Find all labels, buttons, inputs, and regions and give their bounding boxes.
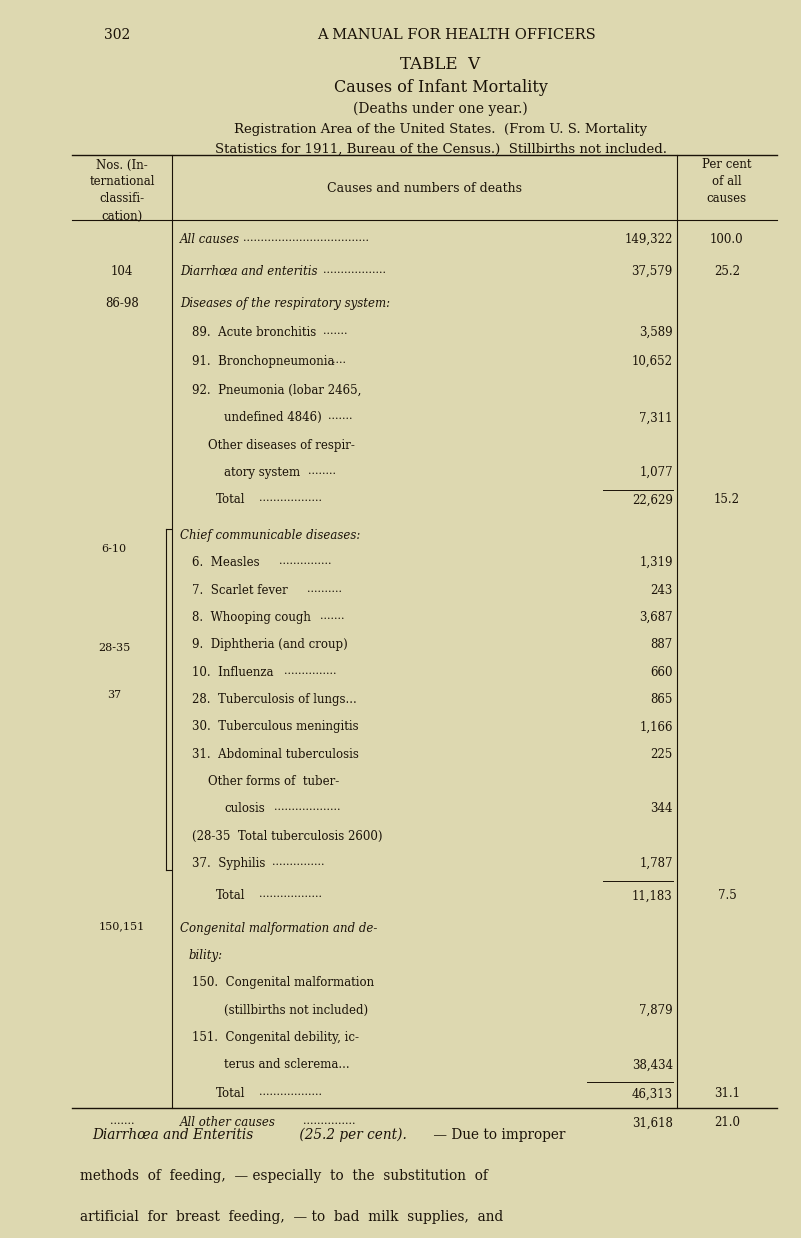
Text: 28.  Tuberculosis of lungs...: 28. Tuberculosis of lungs... <box>192 693 357 706</box>
Text: 91.  Bronchopneumonia: 91. Bronchopneumonia <box>192 355 335 368</box>
Text: .......: ....... <box>328 411 353 421</box>
Text: 104: 104 <box>111 265 133 279</box>
Text: 1,077: 1,077 <box>639 467 673 479</box>
Text: 37,579: 37,579 <box>632 265 673 279</box>
Text: 1,166: 1,166 <box>639 721 673 733</box>
Text: 302: 302 <box>104 28 131 42</box>
Text: (stillbirths not included): (stillbirths not included) <box>224 1004 368 1016</box>
Text: A MANUAL FOR HEALTH OFFICERS: A MANUAL FOR HEALTH OFFICERS <box>317 28 596 42</box>
Text: All other causes: All other causes <box>180 1117 276 1129</box>
Text: ..................: .................. <box>259 1087 322 1097</box>
Text: 89.  Acute bronchitis: 89. Acute bronchitis <box>192 326 316 339</box>
Text: 150,151: 150,151 <box>99 921 145 931</box>
Text: 3,687: 3,687 <box>639 612 673 624</box>
Text: 6-10: 6-10 <box>102 543 127 553</box>
Text: 6.  Measles: 6. Measles <box>192 556 260 569</box>
Text: terus and sclerema...: terus and sclerema... <box>224 1058 350 1071</box>
Text: ...............: ............... <box>284 666 337 676</box>
Text: ...............: ............... <box>272 857 325 867</box>
Text: 7,879: 7,879 <box>639 1004 673 1016</box>
Text: 38,434: 38,434 <box>632 1058 673 1071</box>
Text: 887: 887 <box>650 639 673 651</box>
Text: — Due to improper: — Due to improper <box>429 1128 565 1141</box>
Text: 100.0: 100.0 <box>710 233 743 246</box>
Text: Chief communicable diseases:: Chief communicable diseases: <box>180 529 360 542</box>
Text: methods  of  feeding,  — especially  to  the  substitution  of: methods of feeding, — especially to the … <box>80 1169 488 1182</box>
Text: 37.  Syphilis: 37. Syphilis <box>192 857 266 870</box>
Text: 243: 243 <box>650 583 673 597</box>
Text: Diseases of the respiratory system:: Diseases of the respiratory system: <box>180 297 390 311</box>
Text: Nos. (In-
ternational
classifi-
cation): Nos. (In- ternational classifi- cation) <box>90 158 155 223</box>
Text: 7.  Scarlet fever: 7. Scarlet fever <box>192 583 288 597</box>
Text: 225: 225 <box>650 748 673 761</box>
Text: 151.  Congenital debility, ic-: 151. Congenital debility, ic- <box>192 1031 359 1044</box>
Text: 46,313: 46,313 <box>632 1087 673 1101</box>
Text: ........: ........ <box>308 467 336 477</box>
Text: 660: 660 <box>650 666 673 678</box>
Text: culosis: culosis <box>224 802 265 816</box>
Text: Causes of Infant Mortality: Causes of Infant Mortality <box>333 79 548 97</box>
Text: ..................: .................. <box>323 265 386 275</box>
Text: ...............: ............... <box>303 1117 356 1127</box>
Text: 150.  Congenital malformation: 150. Congenital malformation <box>192 977 374 989</box>
Text: Total: Total <box>216 494 246 506</box>
Text: (Deaths under one year.): (Deaths under one year.) <box>353 102 528 116</box>
Text: 31.1: 31.1 <box>714 1087 740 1101</box>
Text: 37: 37 <box>107 690 121 699</box>
Text: 31,618: 31,618 <box>632 1117 673 1129</box>
Text: ....: .... <box>332 355 346 365</box>
Text: Other forms of  tuber-: Other forms of tuber- <box>208 775 340 789</box>
Text: Total: Total <box>216 889 246 903</box>
Text: Congenital malformation and de-: Congenital malformation and de- <box>180 921 377 935</box>
Text: .......: ....... <box>323 326 348 335</box>
Text: 10,652: 10,652 <box>632 355 673 368</box>
Text: .......: ....... <box>320 612 345 621</box>
Text: ..................: .................. <box>259 889 322 899</box>
Text: ..........: .......... <box>307 583 342 593</box>
Text: 31.  Abdominal tuberculosis: 31. Abdominal tuberculosis <box>192 748 359 761</box>
Text: 344: 344 <box>650 802 673 816</box>
Text: .......: ....... <box>110 1117 135 1127</box>
Text: TABLE  V: TABLE V <box>400 56 481 73</box>
Text: 21.0: 21.0 <box>714 1117 740 1129</box>
Text: artificial  for  breast  feeding,  — to  bad  milk  supplies,  and: artificial for breast feeding, — to bad … <box>80 1210 503 1223</box>
Text: 8.  Whooping cough: 8. Whooping cough <box>192 612 311 624</box>
Text: 7.5: 7.5 <box>718 889 736 903</box>
Text: 22,629: 22,629 <box>632 494 673 506</box>
Text: 11,183: 11,183 <box>632 889 673 903</box>
Text: 10.  Influenza: 10. Influenza <box>192 666 274 678</box>
Text: 149,322: 149,322 <box>625 233 673 246</box>
Text: Per cent
of all
causes: Per cent of all causes <box>702 158 751 206</box>
Text: ..................: .................. <box>259 494 322 504</box>
Text: 3,589: 3,589 <box>639 326 673 339</box>
Text: Other diseases of respir-: Other diseases of respir- <box>208 438 355 452</box>
Text: undefined 4846): undefined 4846) <box>224 411 322 425</box>
Text: Statistics for 1911, Bureau of the Census.)  Stillbirths not included.: Statistics for 1911, Bureau of the Censu… <box>215 142 666 156</box>
Text: ....................................: .................................... <box>243 233 368 243</box>
Text: Causes and numbers of deaths: Causes and numbers of deaths <box>327 182 522 196</box>
Text: 865: 865 <box>650 693 673 706</box>
Text: 7,311: 7,311 <box>639 411 673 425</box>
Text: 30.  Tuberculous meningitis: 30. Tuberculous meningitis <box>192 721 359 733</box>
Text: (25.2 per cent).: (25.2 per cent). <box>295 1128 407 1143</box>
Text: All causes: All causes <box>180 233 240 246</box>
Text: Diarrhœa and enteritis: Diarrhœa and enteritis <box>180 265 318 279</box>
Text: Registration Area of the United States.  (From U. S. Mortality: Registration Area of the United States. … <box>234 123 647 136</box>
Text: 92.  Pneumonia (lobar 2465,: 92. Pneumonia (lobar 2465, <box>192 384 361 397</box>
Text: ...................: ................... <box>274 802 340 812</box>
Text: 9.  Diphtheria (and croup): 9. Diphtheria (and croup) <box>192 639 348 651</box>
Text: 1,787: 1,787 <box>639 857 673 870</box>
Text: 15.2: 15.2 <box>714 494 740 506</box>
Text: Diarrhœa and Enteritis: Diarrhœa and Enteritis <box>92 1128 253 1141</box>
Text: bility:: bility: <box>188 950 223 962</box>
Text: 86-98: 86-98 <box>105 297 139 311</box>
Text: 28-35: 28-35 <box>98 643 131 652</box>
Text: (28-35  Total tuberculosis 2600): (28-35 Total tuberculosis 2600) <box>192 829 383 843</box>
Text: Total: Total <box>216 1087 246 1101</box>
Text: atory system: atory system <box>224 467 300 479</box>
Text: 1,319: 1,319 <box>639 556 673 569</box>
Text: ...............: ............... <box>279 556 332 566</box>
Text: 25.2: 25.2 <box>714 265 740 279</box>
